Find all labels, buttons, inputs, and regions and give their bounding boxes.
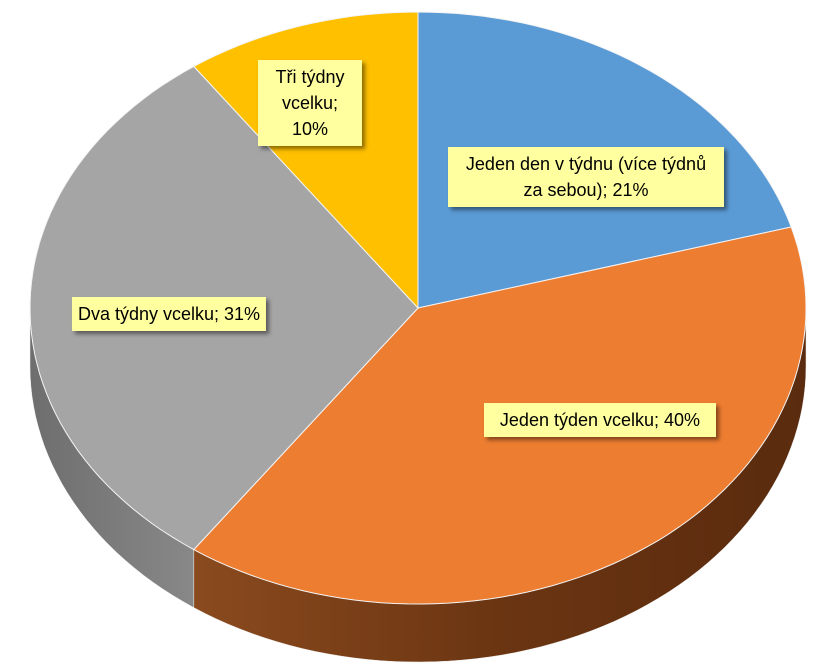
data-label: Tři týdny vcelku; 10% (258, 60, 362, 146)
data-label: Dva týdny vcelku; 31% (71, 297, 267, 331)
data-label: Jeden týden vcelku; 40% (484, 403, 716, 437)
data-label: Jeden den v týdnu (více týdnů za sebou);… (448, 147, 724, 207)
